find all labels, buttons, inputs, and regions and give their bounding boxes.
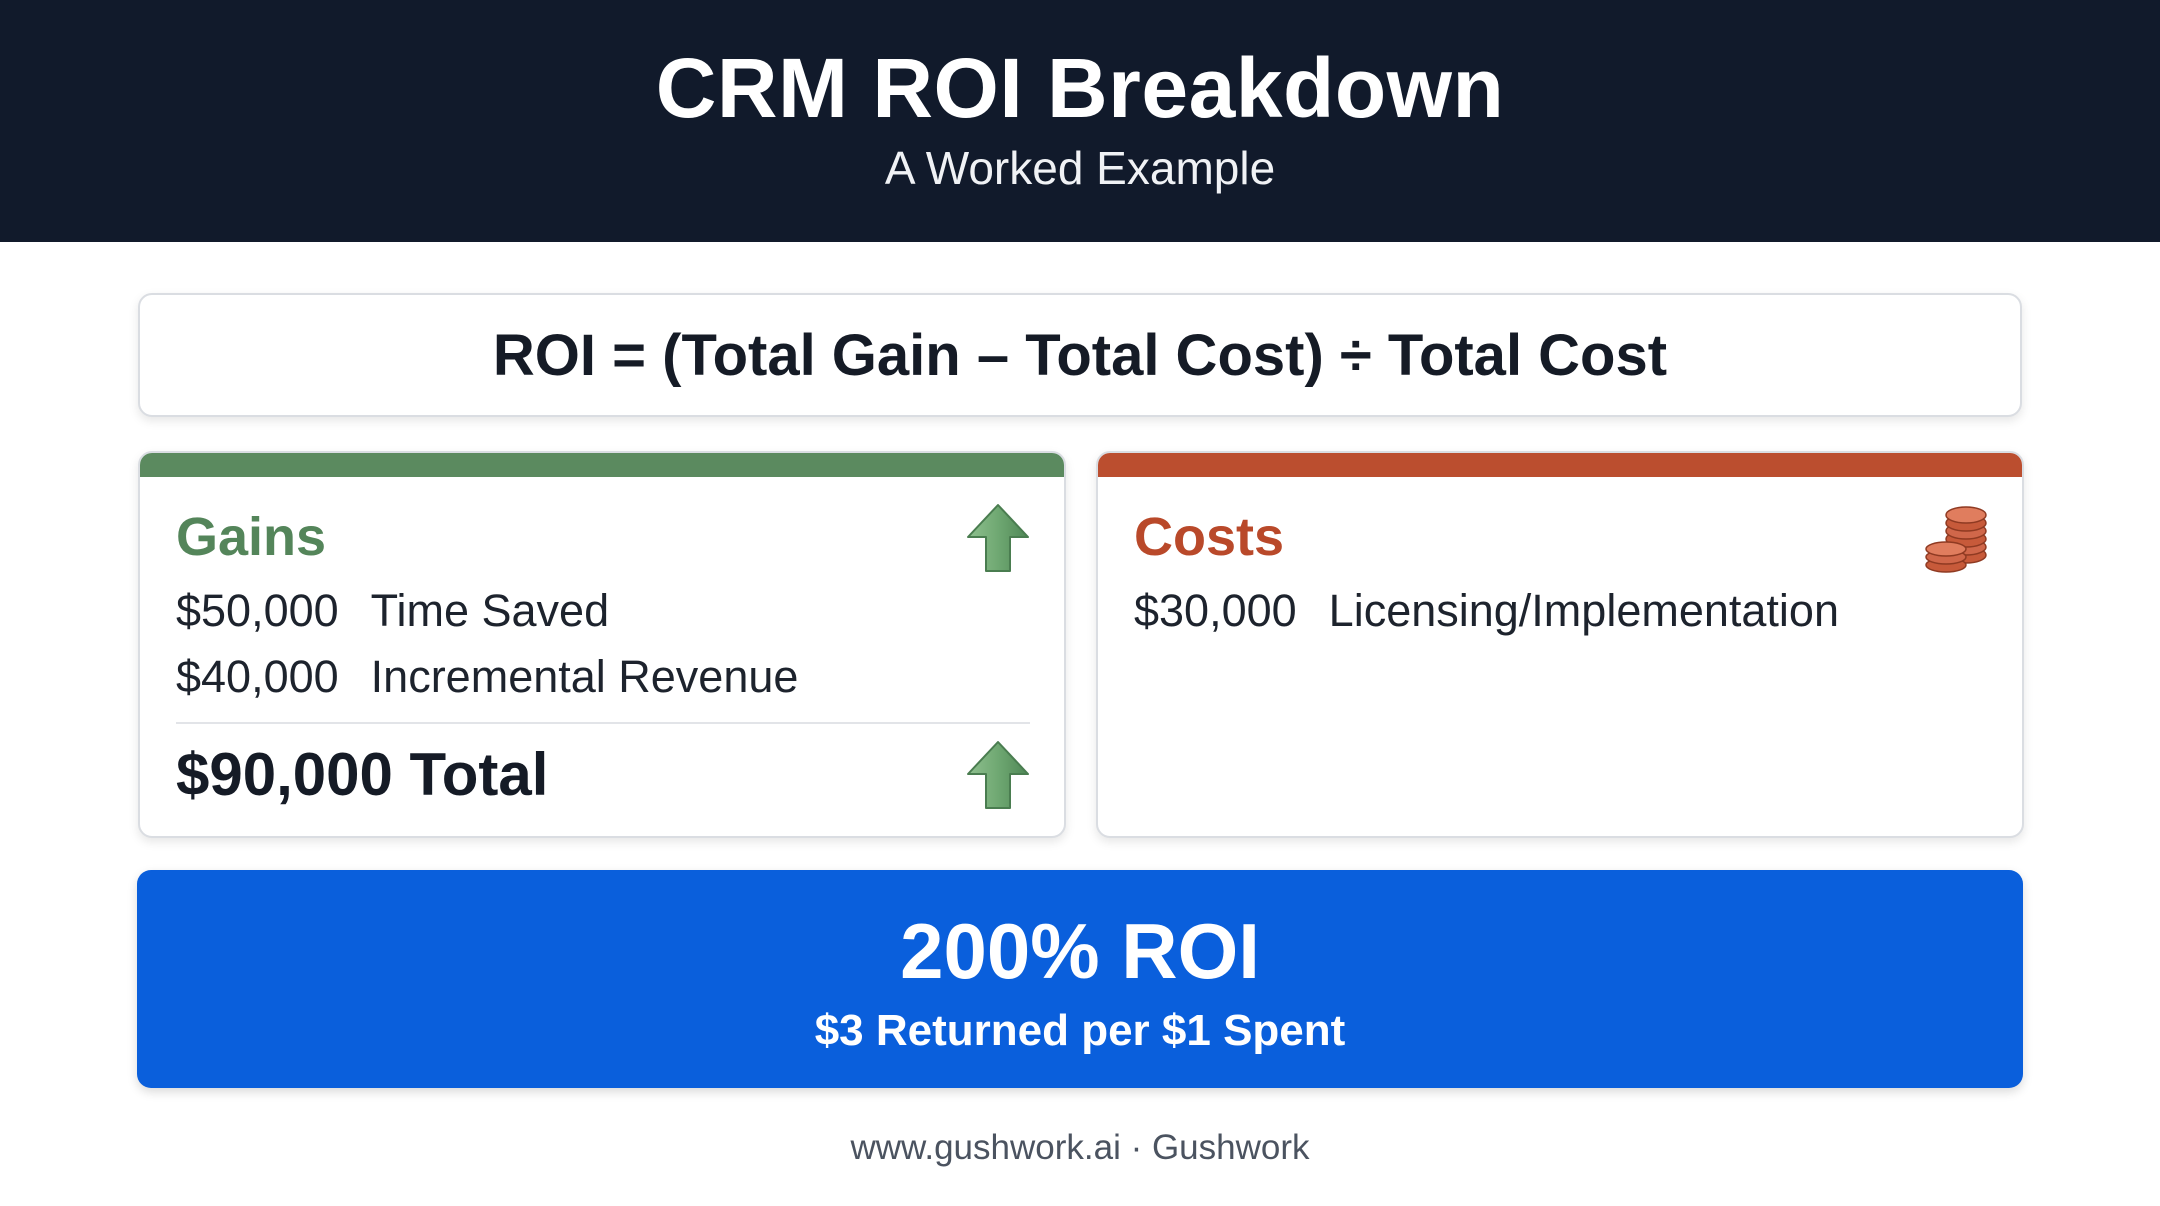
- header-banner: CRM ROI Breakdown A Worked Example: [0, 0, 2160, 242]
- gains-accent-bar: [140, 453, 1064, 477]
- coins-icon: [1925, 506, 1987, 573]
- gain-amount: $40,000: [176, 651, 339, 702]
- page-subtitle: A Worked Example: [884, 142, 1276, 194]
- arrow-up-icon: [967, 741, 1029, 809]
- arrow-up-icon: [967, 504, 1029, 572]
- footer-credit: www.gushwork.ai · Gushwork: [850, 1128, 1310, 1167]
- roi-result-box: 200% ROI $3 Returned per $1 Spent: [137, 870, 2023, 1088]
- divider: [176, 722, 1030, 724]
- roi-headline: 200% ROI: [900, 907, 1260, 995]
- gain-label: Incremental Revenue: [370, 651, 799, 702]
- roi-subline: $3 Returned per $1 Spent: [814, 1006, 1346, 1055]
- cost-label: Licensing/Implementation: [1328, 585, 1839, 636]
- gains-card: Gains $50,000 Time Saved $40,000 Increment…: [138, 451, 1066, 838]
- gains-total: $90,000 Total: [176, 741, 549, 808]
- gain-item: $50,000 Time Saved: [176, 583, 609, 639]
- gain-label: Time Saved: [370, 585, 610, 636]
- cost-item: $30,000 Licensing/Implementation: [1134, 583, 1839, 639]
- roi-formula: ROI = (Total Gain – Total Cost) ÷ Total …: [492, 322, 1668, 388]
- formula-box: ROI = (Total Gain – Total Cost) ÷ Total …: [138, 293, 2022, 417]
- gain-item: $40,000 Incremental Revenue: [176, 649, 798, 705]
- costs-accent-bar: [1098, 453, 2022, 477]
- costs-card: Costs $30,000 Licensing/Implementation: [1096, 451, 2024, 838]
- page-title: CRM ROI Breakdown: [655, 41, 1505, 135]
- cost-amount: $30,000: [1134, 585, 1297, 636]
- gain-amount: $50,000: [176, 585, 339, 636]
- costs-title: Costs: [1134, 507, 1285, 567]
- gains-title: Gains: [176, 507, 327, 567]
